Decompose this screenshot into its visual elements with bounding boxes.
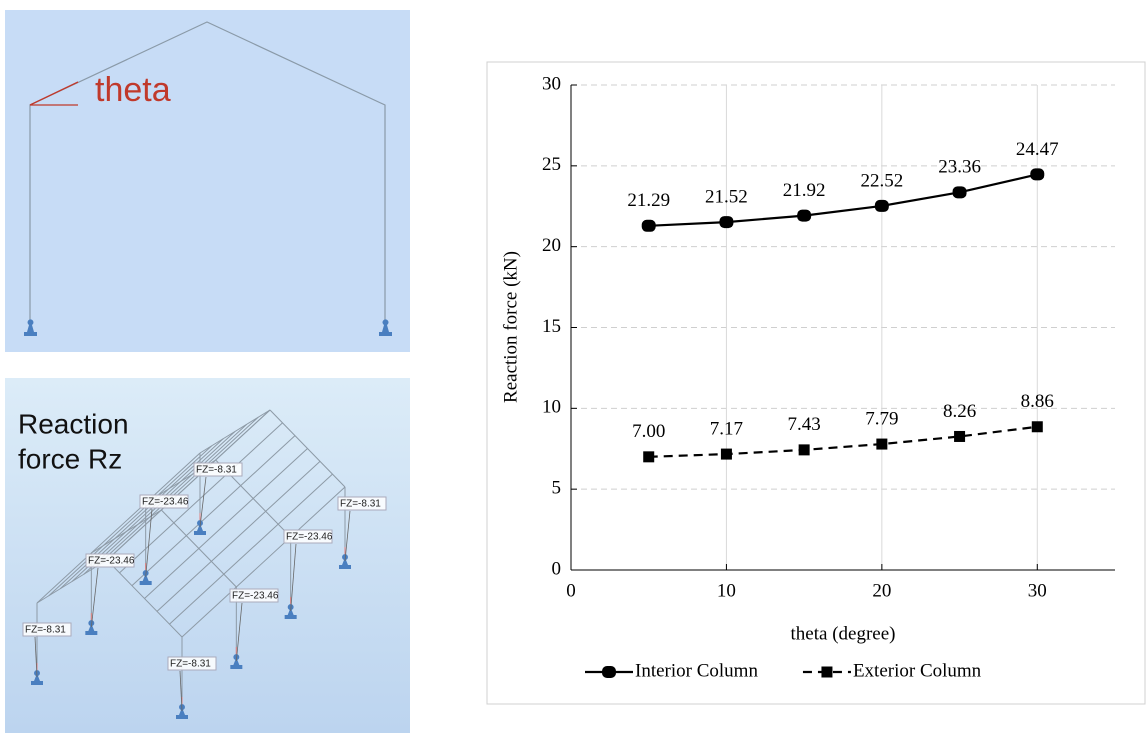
y-tick-label: 30 — [542, 73, 561, 94]
figure: theta Reaction force Rz FZ=-8.31 FZ=-23.4… — [0, 0, 1146, 733]
support-label: FZ=-8.31 — [340, 499, 381, 510]
data-label: 24.47 — [1016, 139, 1059, 160]
y-tick-label: 0 — [552, 558, 562, 579]
support-label: FZ=-8.31 — [196, 465, 237, 476]
marker — [642, 220, 656, 232]
marker — [799, 444, 810, 455]
data-label: 7.79 — [865, 408, 898, 429]
panel-title: force Rz — [18, 443, 122, 474]
marker — [721, 449, 732, 460]
data-label: 21.92 — [783, 180, 826, 201]
data-label: 21.52 — [705, 186, 748, 207]
legend-marker — [602, 666, 616, 678]
data-label: 22.52 — [860, 170, 903, 191]
x-tick-label: 20 — [872, 580, 891, 601]
support-label: FZ=-23.46 — [286, 532, 333, 543]
data-label: 7.00 — [632, 421, 665, 442]
marker — [954, 431, 965, 442]
support-label: FZ=-8.31 — [170, 659, 211, 670]
support-label: FZ=-23.46 — [142, 497, 189, 508]
panel-bg — [5, 10, 410, 352]
data-label: 23.36 — [938, 157, 981, 178]
data-label: 8.26 — [943, 401, 976, 422]
y-tick-label: 15 — [542, 316, 561, 337]
support-label: FZ=-23.46 — [232, 591, 279, 602]
x-axis-title: theta (degree) — [791, 623, 896, 644]
x-tick-label: 0 — [566, 580, 576, 601]
y-tick-label: 25 — [542, 154, 561, 175]
panel-title: Reaction — [18, 408, 129, 439]
marker — [953, 186, 967, 198]
data-label: 21.29 — [627, 190, 670, 211]
y-tick-label: 10 — [542, 397, 561, 418]
y-tick-label: 5 — [552, 478, 562, 499]
data-label: 7.17 — [710, 418, 743, 439]
marker — [1032, 421, 1043, 432]
legend-label: Interior Column — [635, 660, 758, 681]
marker — [643, 451, 654, 462]
legend-marker — [821, 667, 832, 678]
support-label: FZ=-8.31 — [25, 625, 66, 636]
page: {"frame_sketch": {"label": "theta"}, "re… — [0, 0, 1146, 733]
x-tick-label: 30 — [1028, 580, 1047, 601]
marker — [876, 439, 887, 450]
legend-label: Exterior Column — [853, 660, 982, 681]
marker — [719, 216, 733, 228]
marker — [1030, 168, 1044, 180]
marker — [797, 210, 811, 222]
reaction-sketch: Reaction force Rz FZ=-8.31 FZ=-23.46 FZ=-8… — [5, 378, 410, 733]
theta-label: theta — [95, 71, 171, 109]
data-label: 8.86 — [1021, 391, 1054, 412]
y-axis-title: Reaction force (kN) — [500, 251, 521, 403]
support-label: FZ=-23.46 — [88, 556, 135, 567]
data-label: 7.43 — [788, 414, 821, 435]
frame-sketch: theta — [5, 10, 410, 352]
marker — [875, 200, 889, 212]
x-tick-label: 10 — [717, 580, 736, 601]
y-tick-label: 20 — [542, 235, 561, 256]
